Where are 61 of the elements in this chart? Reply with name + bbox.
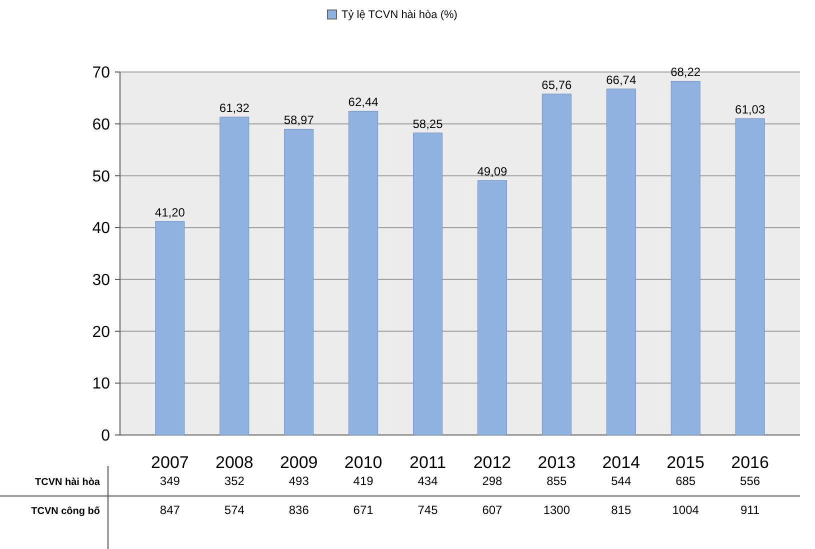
y-tick-label: 30 — [92, 272, 110, 290]
y-tick-label: 40 — [92, 220, 110, 238]
text: 671 — [353, 503, 374, 517]
bar — [606, 88, 636, 436]
x-tick-label: 2007 — [151, 453, 189, 472]
text: 855 — [546, 474, 568, 488]
text: 1300 — [543, 503, 570, 517]
y-tick-label: 0 — [101, 428, 110, 445]
bar — [670, 80, 700, 436]
text: 745 — [418, 503, 438, 517]
text: 556 — [740, 474, 760, 488]
text: 493 — [288, 474, 310, 488]
bar — [542, 94, 572, 436]
data-label: 66,74 — [606, 72, 636, 87]
x-tick-label: 2012 — [473, 453, 512, 472]
text: 352 — [224, 474, 245, 488]
x-tick-label: 2016 — [731, 453, 769, 472]
x-tick-label: 2015 — [666, 453, 705, 472]
y-tick-label: 10 — [92, 376, 110, 393]
y-tick-label: 50 — [92, 168, 110, 186]
y-tick-label: 20 — [92, 324, 110, 341]
x-tick-label: 2008 — [215, 453, 254, 472]
data-label: 49,09 — [477, 164, 508, 178]
data-label: 68,22 — [670, 65, 701, 80]
bar — [477, 180, 507, 436]
bar — [155, 221, 185, 436]
y-tick-label: 60 — [92, 116, 110, 134]
text: 434 — [418, 474, 438, 488]
legend-label: Tỷ lệ TCVN hài hòa (%) — [342, 9, 458, 21]
text: 815 — [611, 503, 632, 517]
x-tick-label: 2011 — [409, 453, 446, 472]
text: 685 — [676, 474, 696, 488]
text: 544 — [611, 474, 632, 488]
data-label: 58,25 — [412, 116, 444, 131]
text: 836 — [288, 503, 310, 517]
y-tick-label: 70 — [92, 64, 110, 82]
data-label: 62,44 — [348, 95, 379, 110]
text: 298 — [482, 474, 503, 488]
data-label: 61,03 — [735, 102, 766, 117]
x-tick-label: 2013 — [538, 453, 576, 472]
text: 419 — [353, 474, 374, 488]
bar — [348, 110, 378, 436]
x-tick-label: 2009 — [280, 453, 318, 472]
text: 1004 — [672, 503, 700, 517]
text: 607 — [482, 503, 503, 517]
text: 847 — [160, 503, 180, 517]
bar — [735, 118, 765, 436]
data-label: 61,32 — [219, 101, 250, 116]
data-label: 65,76 — [542, 78, 572, 92]
data-label: 58,97 — [284, 113, 314, 128]
text: TCVN công bố — [31, 506, 100, 517]
data-label: 41,20 — [154, 205, 186, 220]
bar — [220, 116, 250, 436]
text: TCVN hài hòa — [34, 477, 100, 488]
bar — [284, 128, 314, 436]
bar — [413, 132, 443, 436]
text: 911 — [740, 503, 760, 517]
text: 349 — [160, 474, 180, 488]
x-tick-label: 2010 — [344, 453, 382, 472]
x-tick-label: 2014 — [602, 453, 640, 472]
text: 574 — [224, 503, 245, 517]
